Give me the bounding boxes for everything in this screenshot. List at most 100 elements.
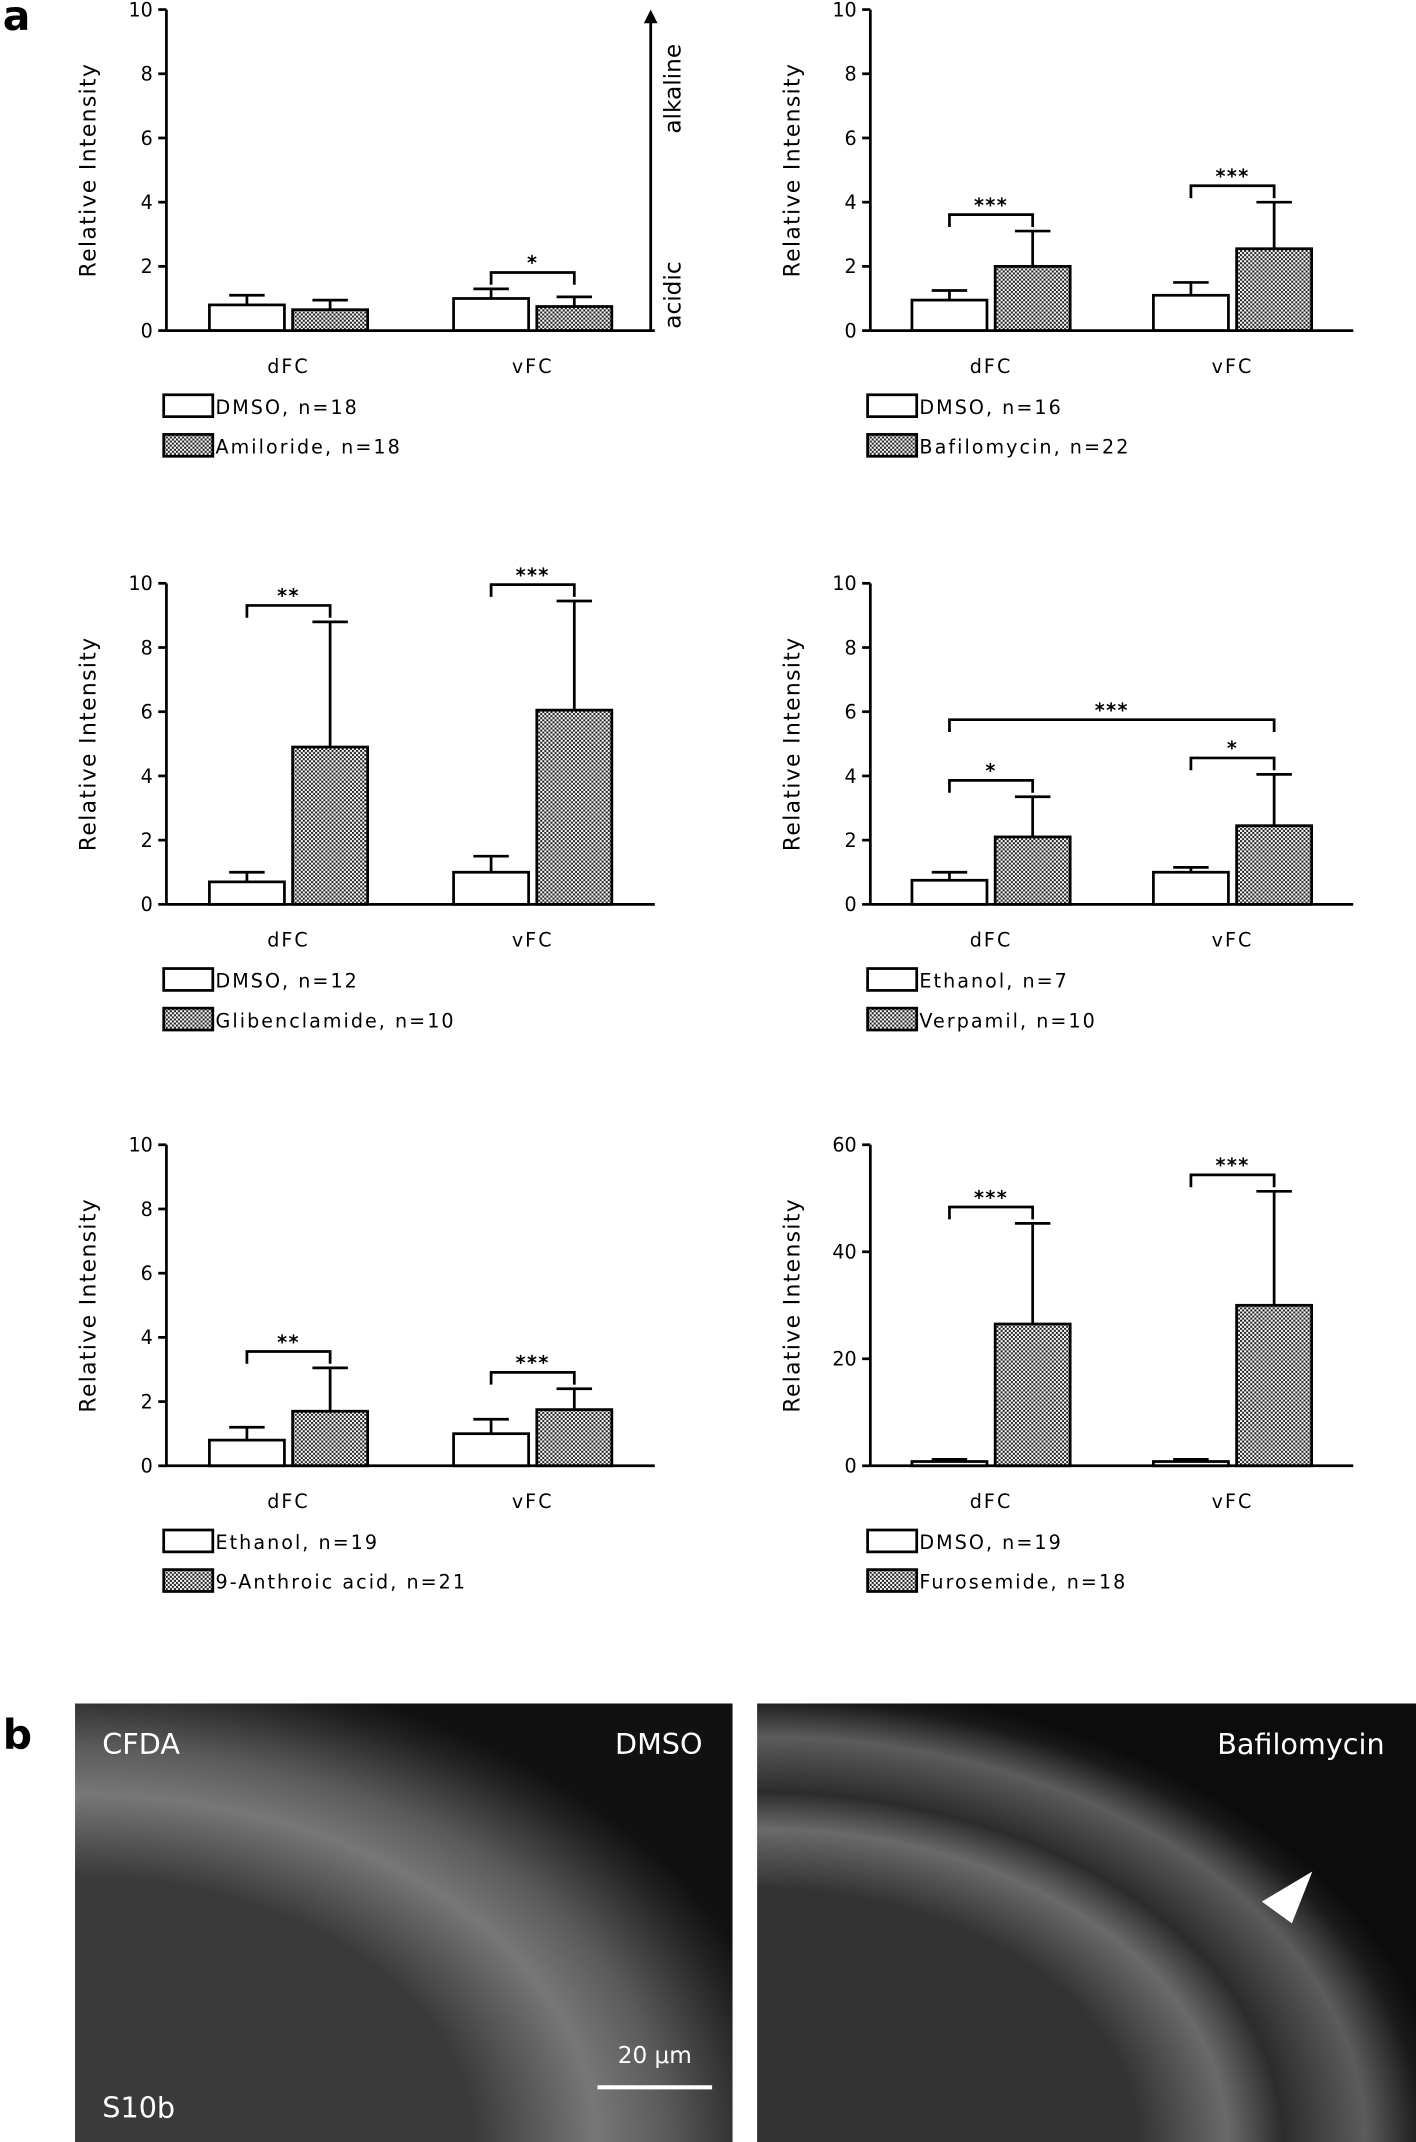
axis-note: alkaline (660, 44, 687, 134)
legend-label: Glibenclamide, n=10 (216, 1009, 456, 1032)
significance-label: *** (1215, 165, 1249, 188)
significance-bracket (245, 1350, 332, 1364)
bar (993, 835, 1072, 906)
y-tick-label: 6 (141, 1262, 153, 1285)
y-tick-label: 4 (845, 765, 857, 788)
x-tick-label: dFC (970, 1490, 1013, 1513)
bar (910, 878, 989, 906)
y-tick-label: 4 (845, 191, 857, 214)
micrograph (757, 1703, 1416, 2142)
significance-label: * (1227, 737, 1238, 760)
x-tick-label: dFC (970, 929, 1013, 952)
x-tick-label: vFC (512, 929, 554, 952)
bar (535, 1408, 614, 1468)
x-tick-label: vFC (512, 355, 554, 378)
legend-label: Furosemide, n=18 (919, 1571, 1127, 1594)
bar (208, 1438, 286, 1468)
x-tick-label: vFC (1212, 355, 1254, 378)
significance-bracket (948, 718, 1276, 732)
y-tick-label: 4 (141, 1326, 153, 1349)
significance-bracket (948, 213, 1035, 227)
bar (452, 297, 530, 332)
legend-swatch (162, 1568, 215, 1593)
y-tick-label: 6 (845, 701, 857, 724)
significance-bracket (1189, 1173, 1276, 1188)
x-tick-label: vFC (1212, 1490, 1254, 1513)
significance-label: * (985, 760, 996, 783)
y-axis-label: Relative Intensity (780, 63, 805, 278)
significance-label: *** (516, 564, 550, 587)
legend-label: DMSO, n=19 (919, 1531, 1062, 1554)
y-tick-label: 10 (128, 572, 152, 595)
micrograph (75, 1703, 733, 2142)
y-axis-label: Relative Intensity (77, 636, 102, 851)
bar (208, 303, 286, 332)
legend-label: Ethanol, n=19 (216, 1531, 380, 1554)
bar (452, 870, 530, 906)
bar (910, 298, 989, 332)
scale-bar-label: 20 μm (618, 2042, 692, 2069)
bar (291, 308, 370, 332)
significance-bracket (489, 1370, 576, 1385)
significance-bracket (948, 779, 1035, 793)
y-axis-label: Relative Intensity (77, 1198, 102, 1413)
y-tick-label: 0 (141, 1455, 153, 1478)
y-tick-label: 10 (128, 0, 152, 21)
significance-bracket (1189, 184, 1276, 199)
legend-swatch (162, 967, 215, 992)
significance-label: *** (974, 194, 1008, 217)
panel-label: a (3, 0, 31, 40)
y-axis-label: Relative Intensity (780, 1198, 805, 1413)
y-tick-label: 6 (141, 701, 153, 724)
x-tick-label: vFC (512, 1490, 554, 1513)
y-tick-label: 8 (141, 1198, 153, 1221)
legend-label: Amiloride, n=18 (216, 436, 402, 459)
y-tick-label: 0 (845, 319, 857, 342)
y-tick-label: 2 (141, 829, 153, 852)
legend-swatch (866, 393, 919, 419)
significance-label: ** (277, 1331, 300, 1354)
y-tick-label: 4 (141, 765, 153, 788)
legend-label: DMSO, n=16 (919, 396, 1062, 419)
significance-bracket (948, 1205, 1035, 1220)
panel-label: b (3, 1711, 32, 1759)
legend-swatch (866, 433, 919, 458)
x-tick-label: dFC (267, 355, 310, 378)
bar (1235, 247, 1314, 332)
legend-swatch (866, 1528, 919, 1554)
significance-label: *** (974, 1186, 1008, 1209)
significance-label: *** (1095, 699, 1129, 722)
bar (291, 1409, 370, 1468)
legend-swatch (162, 433, 215, 458)
significance-label: ** (277, 585, 300, 608)
y-tick-label: 8 (845, 63, 857, 86)
y-tick-label: 10 (832, 572, 856, 595)
bar (452, 1432, 530, 1468)
bar (208, 880, 286, 906)
legend-label: DMSO, n=12 (216, 970, 359, 993)
y-tick-label: 10 (128, 1134, 152, 1157)
y-tick-label: 4 (141, 191, 153, 214)
legend-swatch (162, 1006, 215, 1032)
bar (291, 745, 370, 906)
legend-label: Bafilomycin, n=22 (919, 436, 1130, 459)
bar (535, 305, 614, 332)
significance-label: * (527, 252, 538, 275)
y-tick-label: 0 (141, 319, 153, 342)
significance-label: *** (516, 1352, 550, 1375)
legend-label: Verpamil, n=10 (919, 1009, 1096, 1032)
image-label: DMSO (615, 1727, 702, 1761)
image-label: S10b (102, 2090, 175, 2124)
bar (1235, 824, 1314, 906)
bar (1152, 870, 1230, 906)
y-tick-label: 10 (832, 0, 856, 21)
legend-swatch (162, 393, 215, 419)
image-label: CFDA (102, 1727, 180, 1761)
x-tick-label: vFC (1212, 929, 1254, 952)
bar (993, 265, 1072, 332)
y-tick-label: 2 (845, 829, 857, 852)
y-tick-label: 40 (832, 1241, 856, 1264)
significance-label: *** (1215, 1154, 1249, 1177)
bar (535, 708, 614, 906)
